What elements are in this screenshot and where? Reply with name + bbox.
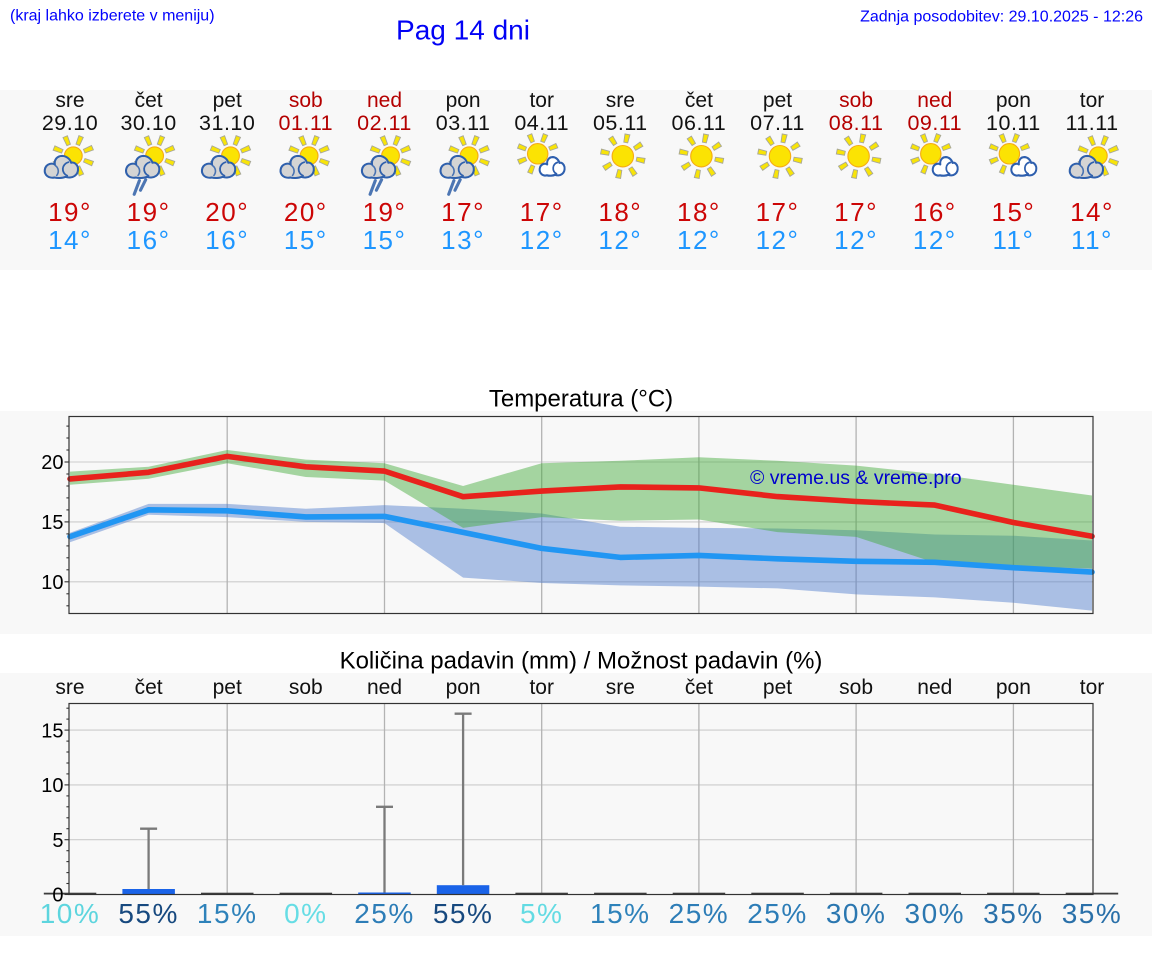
svg-text:35%: 35%: [1062, 898, 1123, 929]
svg-text:sob: sob: [289, 676, 323, 699]
svg-text:12°: 12°: [834, 225, 878, 255]
svg-text:20°: 20°: [284, 197, 328, 227]
svg-text:12°: 12°: [520, 225, 564, 255]
svg-text:11°: 11°: [992, 225, 1034, 255]
svg-text:15: 15: [41, 512, 63, 534]
svg-text:sob: sob: [839, 676, 873, 699]
svg-text:15°: 15°: [284, 225, 328, 255]
svg-text:čet: čet: [135, 676, 163, 699]
svg-text:12°: 12°: [677, 225, 721, 255]
svg-text:14°: 14°: [48, 225, 92, 255]
svg-text:19°: 19°: [48, 197, 92, 227]
svg-text:31.10: 31.10: [199, 111, 255, 135]
svg-text:0: 0: [52, 885, 63, 907]
svg-text:pet: pet: [213, 676, 242, 699]
svg-text:16°: 16°: [127, 225, 171, 255]
svg-text:19°: 19°: [127, 197, 171, 227]
svg-text:(kraj lahko izberete v meniju): (kraj lahko izberete v meniju): [10, 8, 215, 25]
svg-text:17°: 17°: [756, 197, 800, 227]
svg-text:55%: 55%: [118, 898, 179, 929]
svg-text:čet: čet: [685, 89, 713, 112]
svg-text:17°: 17°: [441, 197, 485, 227]
svg-text:pon: pon: [446, 676, 481, 699]
svg-text:01.11: 01.11: [278, 111, 333, 135]
svg-text:25%: 25%: [354, 898, 415, 929]
svg-text:15%: 15%: [197, 898, 258, 929]
svg-text:pet: pet: [763, 676, 792, 699]
svg-text:15°: 15°: [991, 197, 1035, 227]
svg-text:13°: 13°: [441, 225, 485, 255]
svg-text:tor: tor: [529, 676, 554, 699]
svg-text:tor: tor: [1080, 89, 1105, 112]
svg-text:09.11: 09.11: [907, 111, 962, 135]
svg-text:sre: sre: [55, 676, 84, 699]
svg-text:30%: 30%: [905, 898, 966, 929]
svg-text:12°: 12°: [756, 225, 800, 255]
svg-text:10: 10: [41, 775, 63, 797]
svg-text:10: 10: [41, 572, 63, 594]
svg-text:Količina padavin (mm) / Možnos: Količina padavin (mm) / Možnost padavin …: [340, 648, 823, 675]
svg-text:čet: čet: [135, 89, 163, 112]
svg-text:15°: 15°: [363, 225, 407, 255]
svg-text:16°: 16°: [205, 225, 249, 255]
svg-text:10%: 10%: [40, 898, 101, 929]
svg-text:10.11: 10.11: [986, 111, 1041, 135]
svg-text:17°: 17°: [834, 197, 878, 227]
svg-text:5%: 5%: [520, 898, 563, 929]
svg-text:5: 5: [52, 830, 63, 852]
svg-text:12°: 12°: [913, 225, 957, 255]
svg-text:Pag 14 dni: Pag 14 dni: [396, 15, 530, 46]
svg-text:07.11: 07.11: [750, 111, 805, 135]
svg-text:ned: ned: [367, 676, 402, 699]
svg-text:tor: tor: [529, 89, 554, 112]
svg-text:11.11: 11.11: [1065, 111, 1118, 135]
svg-text:25%: 25%: [669, 898, 730, 929]
svg-text:18°: 18°: [598, 197, 642, 227]
svg-text:06.11: 06.11: [672, 111, 727, 135]
svg-text:17°: 17°: [520, 197, 564, 227]
svg-text:čet: čet: [685, 676, 713, 699]
svg-text:03.11: 03.11: [436, 111, 491, 135]
svg-text:15%: 15%: [590, 898, 651, 929]
svg-text:sre: sre: [55, 89, 84, 112]
svg-text:35%: 35%: [983, 898, 1044, 929]
svg-text:pon: pon: [996, 676, 1031, 699]
svg-text:29.10: 29.10: [42, 111, 98, 135]
svg-text:pon: pon: [446, 89, 481, 112]
svg-text:sob: sob: [839, 89, 873, 112]
svg-text:11°: 11°: [1071, 225, 1113, 255]
svg-text:Temperatura (°C): Temperatura (°C): [489, 386, 673, 413]
svg-text:55%: 55%: [433, 898, 494, 929]
svg-text:sob: sob: [289, 89, 323, 112]
svg-text:20°: 20°: [205, 197, 249, 227]
svg-text:05.11: 05.11: [593, 111, 648, 135]
svg-text:04.11: 04.11: [514, 111, 569, 135]
svg-text:pet: pet: [763, 89, 792, 112]
svg-text:0%: 0%: [284, 898, 327, 929]
svg-text:18°: 18°: [677, 197, 721, 227]
svg-text:pon: pon: [996, 89, 1031, 112]
svg-text:08.11: 08.11: [829, 111, 884, 135]
svg-text:15: 15: [41, 720, 63, 742]
svg-text:tor: tor: [1080, 676, 1105, 699]
svg-text:sre: sre: [606, 89, 635, 112]
svg-text:02.11: 02.11: [357, 111, 412, 135]
svg-text:pet: pet: [213, 89, 242, 112]
svg-text:ned: ned: [367, 89, 402, 112]
svg-text:20: 20: [41, 452, 63, 474]
svg-text:sre: sre: [606, 676, 635, 699]
svg-text:16°: 16°: [913, 197, 957, 227]
svg-text:30%: 30%: [826, 898, 887, 929]
svg-text:Zadnja posodobitev: 29.10.2025: Zadnja posodobitev: 29.10.2025 - 12:26: [860, 9, 1143, 26]
svg-text:30.10: 30.10: [120, 111, 176, 135]
svg-text:© vreme.us & vreme.pro: © vreme.us & vreme.pro: [750, 467, 962, 489]
svg-text:12°: 12°: [598, 225, 642, 255]
svg-text:19°: 19°: [363, 197, 407, 227]
svg-text:ned: ned: [917, 676, 952, 699]
svg-text:25%: 25%: [747, 898, 808, 929]
svg-text:14°: 14°: [1070, 197, 1114, 227]
svg-text:ned: ned: [917, 89, 952, 112]
